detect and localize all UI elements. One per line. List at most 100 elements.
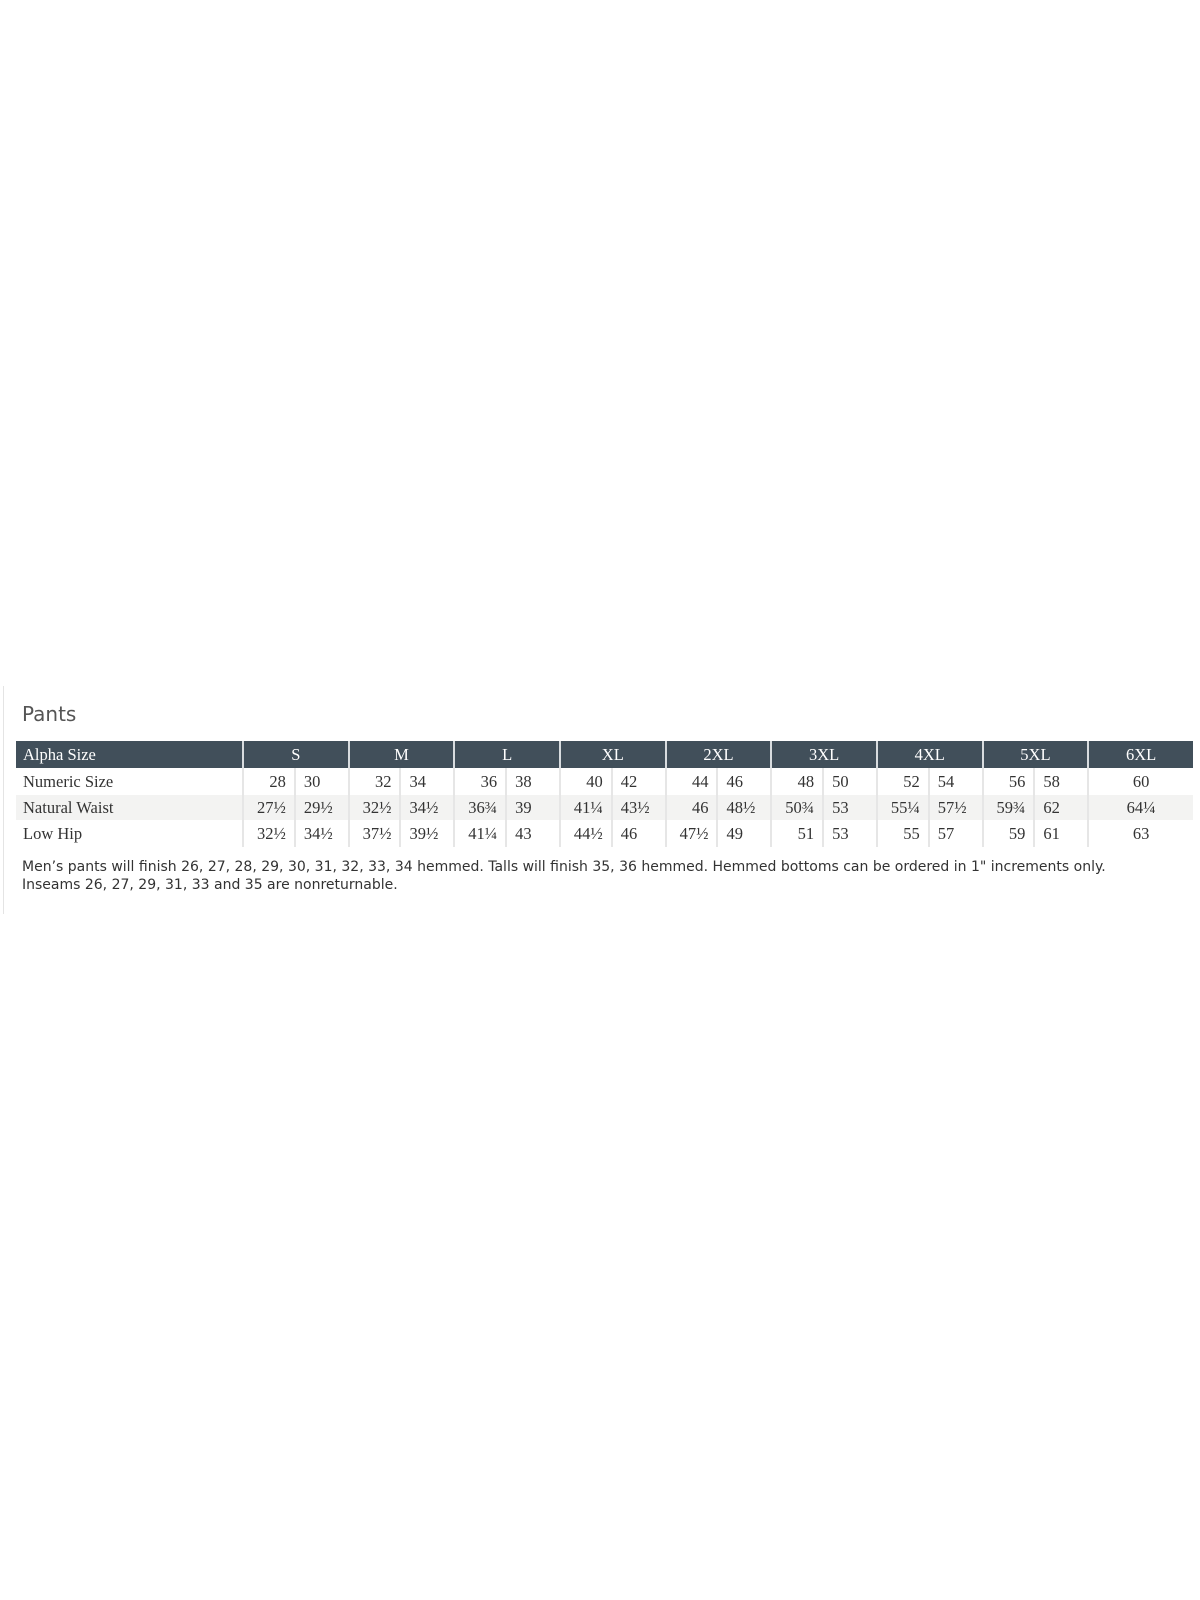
value-cell: 59 bbox=[984, 820, 1036, 847]
size-group-cell: 48 50 bbox=[770, 768, 876, 795]
header-size-m: M bbox=[347, 741, 454, 768]
size-group-cell: 44½ 46 bbox=[558, 820, 665, 847]
value-cell: 47½ bbox=[667, 820, 719, 847]
size-group-cell: 40 42 bbox=[558, 768, 665, 795]
value-cell: 40 bbox=[561, 768, 613, 795]
size-group-cell: 32 34 bbox=[347, 768, 454, 795]
value-cell: 36 bbox=[455, 768, 508, 795]
value-cell: 48½ bbox=[726, 797, 756, 817]
size-group-cell: 60 bbox=[1087, 768, 1193, 795]
value-cell: 43½ bbox=[620, 797, 650, 817]
value-cell: 55¼ bbox=[878, 795, 930, 820]
size-group-cell: 46 48½ bbox=[664, 795, 771, 820]
value-cell: 50¾ bbox=[772, 795, 825, 820]
value-cell: 54 bbox=[937, 771, 955, 791]
header-size-5xl: 5XL bbox=[981, 741, 1088, 768]
value-cell: 46 bbox=[667, 795, 719, 820]
value-cell: 43 bbox=[515, 823, 532, 843]
header-row: Alpha Size S M L XL 2XL 3XL 4XL 5XL 6XL bbox=[16, 741, 1193, 768]
value-cell: 44½ bbox=[561, 820, 613, 847]
value-cell: 34½ bbox=[303, 823, 333, 843]
value-cell: 57½ bbox=[937, 797, 967, 817]
value-cell: 41¼ bbox=[561, 795, 613, 820]
value-cell: 29½ bbox=[303, 797, 333, 817]
value-cell: 41¼ bbox=[455, 820, 508, 847]
value-cell: 51 bbox=[772, 820, 825, 847]
size-group-cell: 27½ 29½ bbox=[242, 795, 348, 820]
size-group-cell: 59 61 bbox=[981, 820, 1088, 847]
row-label: Numeric Size bbox=[23, 771, 114, 791]
value-cell: 60 bbox=[1132, 771, 1150, 791]
header-size-2xl: 2XL bbox=[664, 741, 771, 768]
size-group-cell: 36¾ 39 bbox=[453, 795, 559, 820]
size-group-cell: 41¼ 43 bbox=[453, 820, 559, 847]
value-cell: 44 bbox=[667, 768, 719, 795]
size-group-cell: 32½ 34½ bbox=[242, 820, 348, 847]
value-cell: 32½ bbox=[350, 795, 402, 820]
size-group-cell: 47½ 49 bbox=[664, 820, 771, 847]
value-cell: 62 bbox=[1043, 797, 1060, 817]
table-row: Numeric Size 28 30 32 34 36 38 40 42 44 46 48 50 52 54… bbox=[16, 768, 1193, 795]
value-cell: 55 bbox=[878, 820, 930, 847]
value-cell: 56 bbox=[984, 768, 1036, 795]
row-label: Low Hip bbox=[23, 823, 83, 843]
notes: Men’s pants will finish 26, 27, 28, 29, … bbox=[22, 858, 1106, 894]
size-group-cell: 32½ 34½ bbox=[347, 795, 454, 820]
header-size-3xl: 3XL bbox=[770, 741, 876, 768]
size-group-cell: 41¼ 43½ bbox=[558, 795, 665, 820]
header-size-6xl: 6XL bbox=[1087, 741, 1193, 768]
value-cell: 58 bbox=[1043, 771, 1060, 791]
size-group-cell: 28 30 bbox=[242, 768, 348, 795]
table-row: Low Hip 32½ 34½ 37½ 39½ 41¼ 43 44½ 46 47½ 49 51 53 55… bbox=[16, 820, 1193, 847]
size-group-cell: 56 58 bbox=[981, 768, 1088, 795]
left-divider bbox=[3, 686, 4, 914]
header-size-4xl: 4XL bbox=[875, 741, 982, 768]
section-title: Pants bbox=[22, 702, 77, 726]
value-cell: 52 bbox=[878, 768, 930, 795]
value-cell: 27½ bbox=[244, 795, 296, 820]
header-label: Alpha Size bbox=[23, 744, 96, 764]
value-cell: 57 bbox=[937, 823, 955, 843]
value-cell: 64¼ bbox=[1126, 797, 1156, 817]
value-cell: 50 bbox=[832, 771, 849, 791]
value-cell: 61 bbox=[1043, 823, 1060, 843]
size-group-cell: 51 53 bbox=[770, 820, 876, 847]
size-group-cell: 63 bbox=[1087, 820, 1193, 847]
value-cell: 32½ bbox=[244, 820, 296, 847]
value-cell: 59¾ bbox=[984, 795, 1036, 820]
size-group-cell: 59¾ 62 bbox=[981, 795, 1088, 820]
value-cell: 39 bbox=[515, 797, 532, 817]
value-cell: 53 bbox=[832, 823, 849, 843]
value-cell: 46 bbox=[726, 771, 743, 791]
note-line: Men’s pants will finish 26, 27, 28, 29, … bbox=[22, 859, 1106, 875]
value-cell: 28 bbox=[244, 768, 296, 795]
note-line: Inseams 26, 27, 29, 31, 33 and 35 are no… bbox=[22, 877, 398, 893]
value-cell: 49 bbox=[726, 823, 743, 843]
size-group-cell: 50¾ 53 bbox=[770, 795, 876, 820]
size-group-cell: 36 38 bbox=[453, 768, 559, 795]
value-cell: 30 bbox=[303, 771, 321, 791]
header-size-s: S bbox=[242, 741, 348, 768]
size-group-cell: 55¼ 57½ bbox=[875, 795, 982, 820]
value-cell: 34½ bbox=[409, 797, 439, 817]
value-cell: 63 bbox=[1132, 823, 1150, 843]
value-cell: 38 bbox=[515, 771, 532, 791]
size-group-cell: 52 54 bbox=[875, 768, 982, 795]
size-group-cell: 44 46 bbox=[664, 768, 771, 795]
size-group-cell: 37½ 39½ bbox=[347, 820, 454, 847]
size-group-cell: 55 57 bbox=[875, 820, 982, 847]
value-cell: 34 bbox=[409, 771, 426, 791]
size-chart-table: Alpha Size S M L XL 2XL 3XL 4XL 5XL 6XL Numeric … bbox=[16, 741, 1193, 847]
value-cell: 36¾ bbox=[455, 795, 508, 820]
value-cell: 37½ bbox=[350, 820, 402, 847]
value-cell: 39½ bbox=[409, 823, 439, 843]
header-size-xl: XL bbox=[558, 741, 665, 768]
value-cell: 32 bbox=[350, 768, 402, 795]
value-cell: 48 bbox=[772, 768, 825, 795]
header-size-l: L bbox=[453, 741, 559, 768]
value-cell: 46 bbox=[620, 823, 638, 843]
value-cell: 53 bbox=[832, 797, 849, 817]
size-group-cell: 64¼ bbox=[1087, 795, 1193, 820]
row-label: Natural Waist bbox=[23, 797, 114, 817]
value-cell: 42 bbox=[620, 771, 638, 791]
